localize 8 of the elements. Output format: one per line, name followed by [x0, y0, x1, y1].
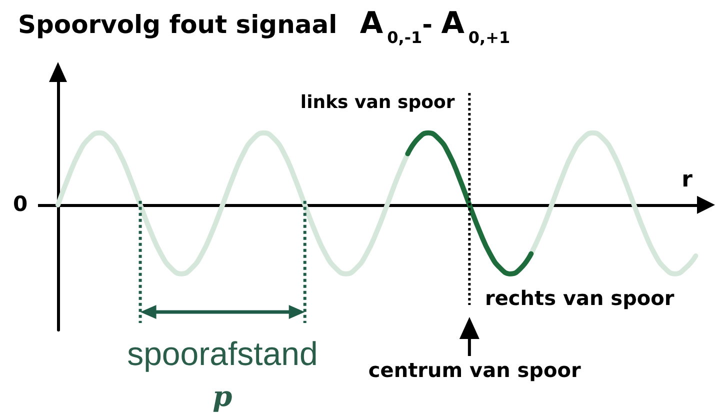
text: spoorafstand — [127, 334, 318, 372]
chart-title: Spoorvolg fout signaal A$_{0,-1}$- A$_{0,+1}$ — [18, 6, 510, 47]
text: rechts van spoor — [485, 286, 674, 310]
text: 0 — [13, 192, 28, 216]
x-axis-title: r — [682, 167, 693, 192]
text: p — [212, 380, 232, 413]
text: links van spoor — [300, 92, 455, 113]
text: centrum van spoor — [368, 358, 581, 382]
